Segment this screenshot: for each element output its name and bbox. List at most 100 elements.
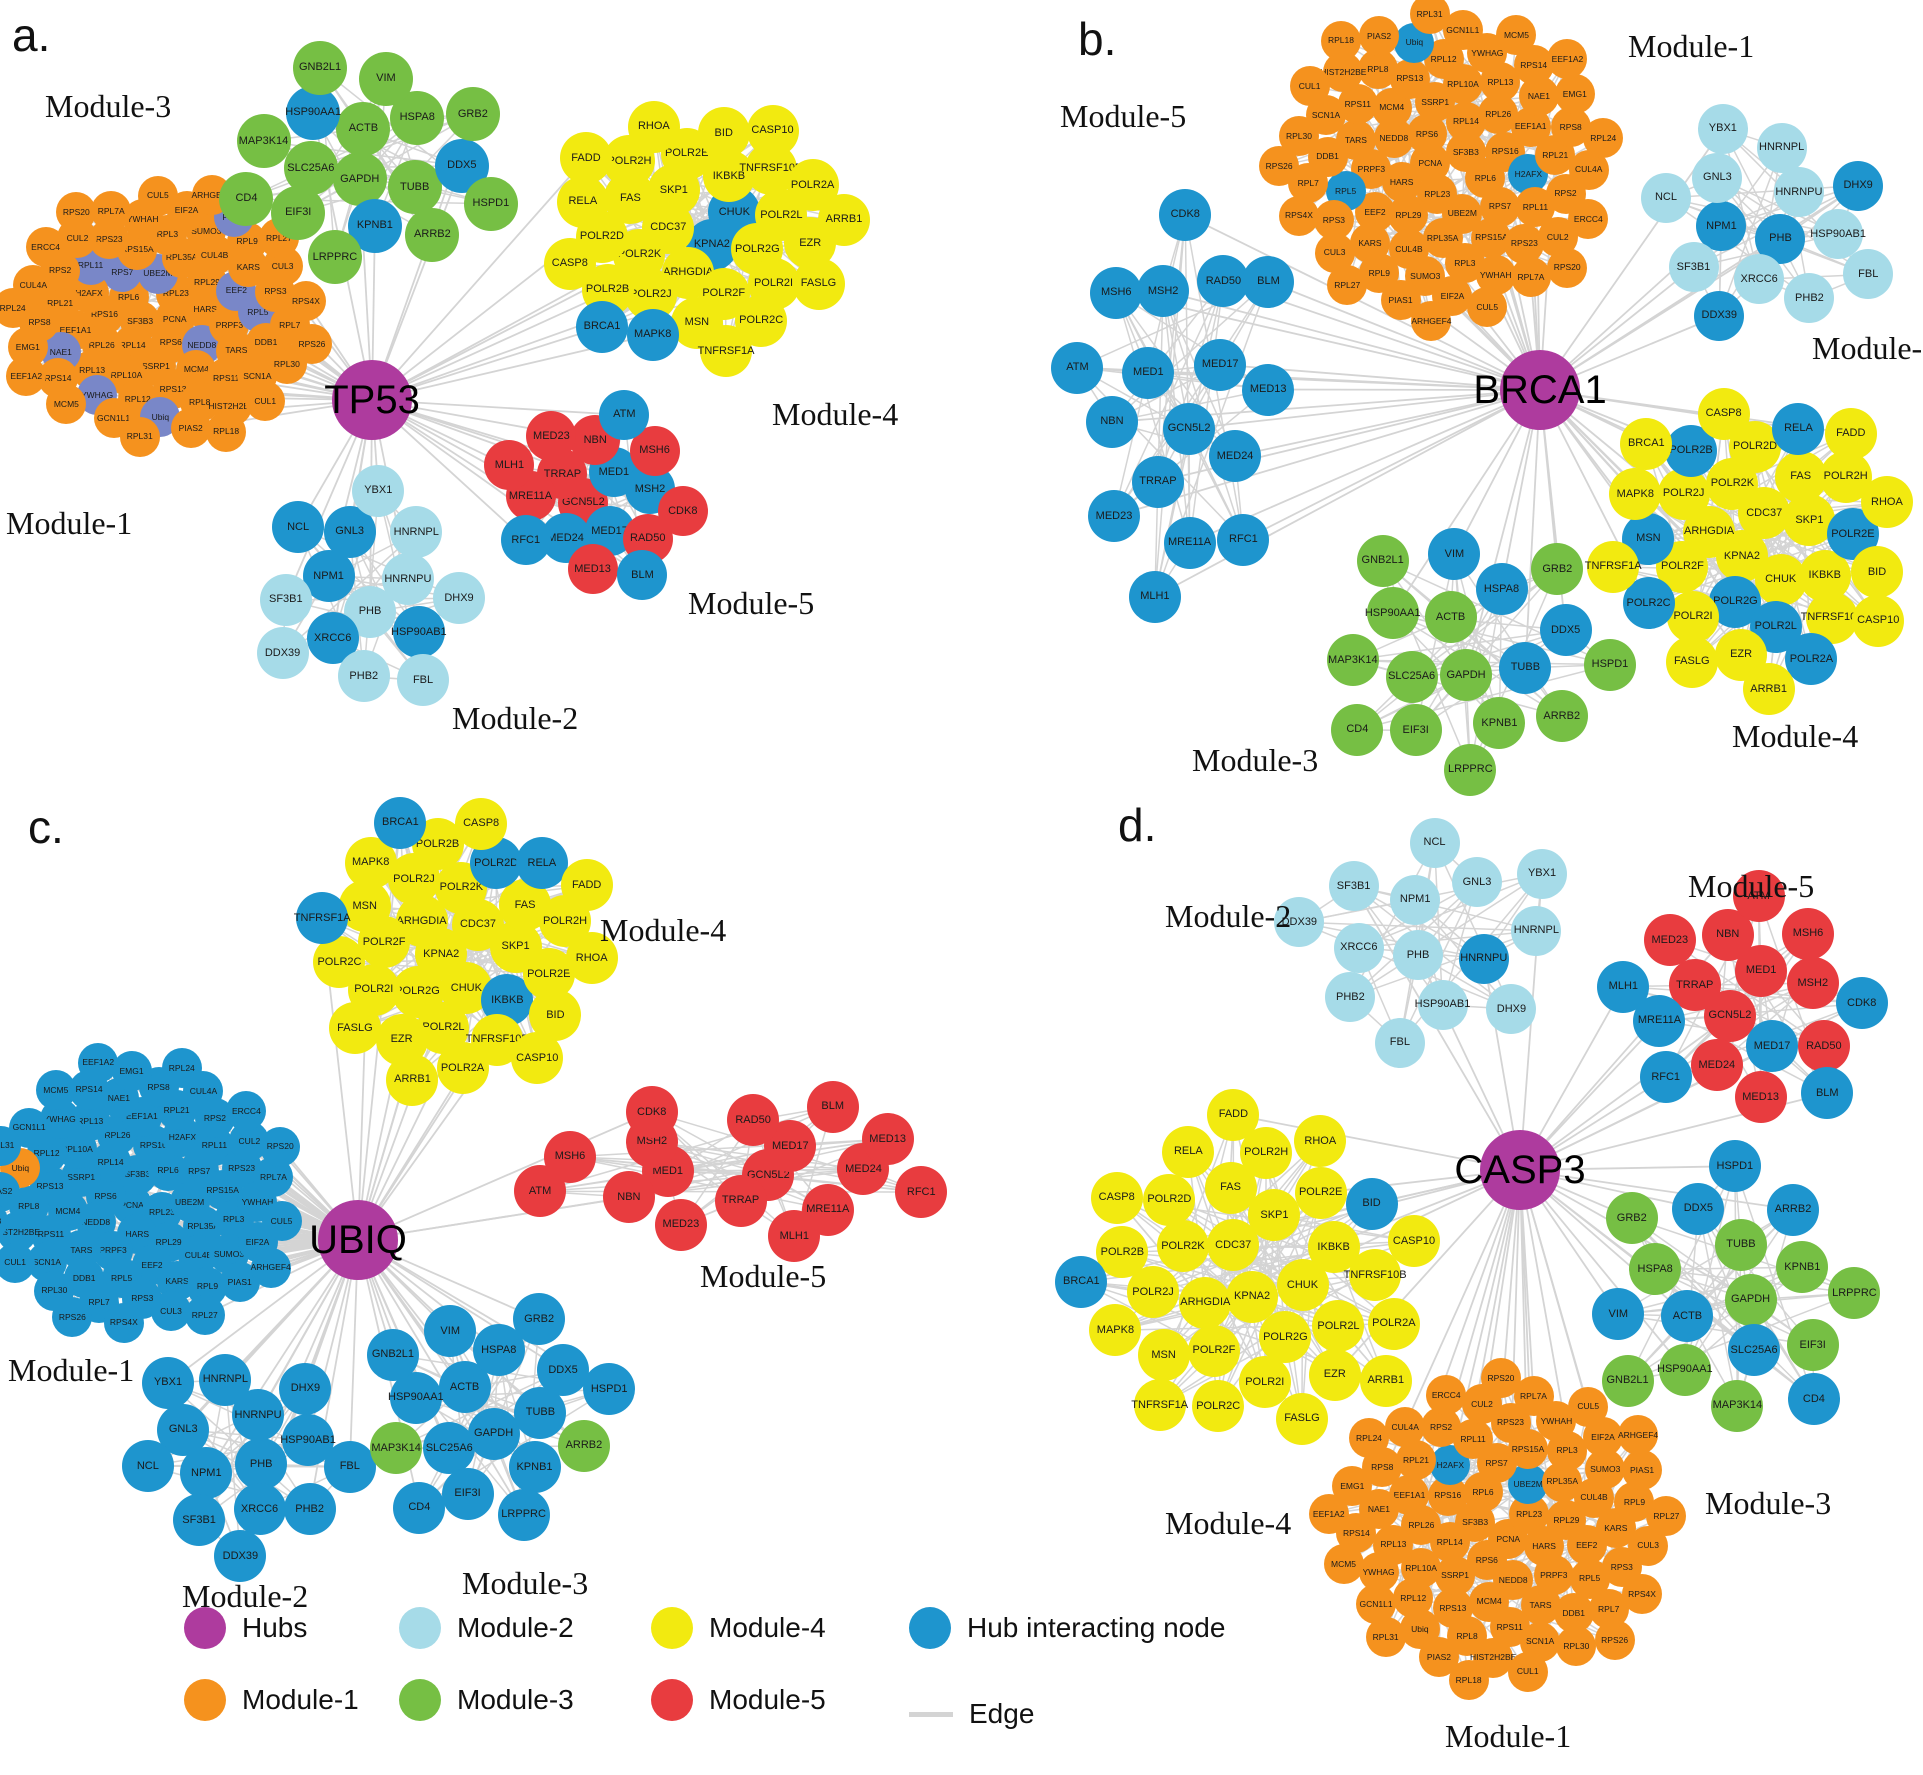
gene-node[interactable]: RELA (1772, 402, 1825, 455)
gene-node[interactable]: GNB2L1 (293, 40, 348, 95)
gene-node[interactable]: VIM (1428, 528, 1481, 581)
gene-node[interactable]: DDX5 (1672, 1182, 1725, 1235)
gene-node[interactable]: BLM (1242, 255, 1295, 308)
gene-node[interactable]: CDK8 (625, 1086, 678, 1139)
hub-node[interactable]: TP53 (324, 360, 420, 440)
gene-node[interactable]: ACTB (1424, 591, 1477, 644)
gene-node[interactable]: RPS26 (291, 324, 332, 365)
gene-node[interactable]: HNRNPU (1458, 933, 1509, 984)
gene-node[interactable]: CUL5 (1568, 1386, 1609, 1427)
gene-node[interactable]: MLH1 (1597, 960, 1650, 1013)
gene-node[interactable]: FASLG (328, 1002, 381, 1055)
gene-node[interactable]: PHB2 (283, 1483, 336, 1536)
gene-node[interactable]: FBL (323, 1440, 376, 1493)
gene-node[interactable]: RHOA (627, 100, 680, 153)
gene-node[interactable]: ERCC4 (25, 226, 66, 267)
gene-node[interactable]: RPL27 (184, 1295, 225, 1336)
gene-node[interactable]: FADD (559, 132, 612, 185)
gene-node[interactable]: PHB2 (337, 650, 390, 703)
gene-node[interactable]: POLR2F (1187, 1324, 1240, 1377)
gene-node[interactable]: ARHGEF4 (251, 1247, 291, 1288)
gene-node[interactable]: YBX1 (1517, 848, 1568, 899)
gene-node[interactable]: MED13 (861, 1113, 914, 1166)
gene-node[interactable]: TUBB (1714, 1218, 1767, 1271)
hub-node[interactable]: CASP3 (1454, 1130, 1586, 1210)
gene-node[interactable]: MSH2 (1786, 957, 1839, 1010)
gene-node[interactable]: HNRNPU (381, 553, 434, 606)
gene-node[interactable]: ERCC4 (226, 1091, 267, 1132)
gene-node[interactable]: DDX5 (537, 1344, 590, 1397)
gene-node[interactable]: FAS (1774, 450, 1827, 503)
gene-node[interactable]: TNFRSF1A (698, 325, 754, 377)
gene-node[interactable]: FADD (1824, 407, 1877, 460)
gene-node[interactable]: BID (1345, 1177, 1398, 1230)
gene-node[interactable]: TRRAP (714, 1174, 767, 1227)
gene-node[interactable]: EMG1 (1554, 73, 1595, 114)
gene-node[interactable]: EIF3I (1389, 704, 1442, 757)
gene-node[interactable]: FADD (1207, 1088, 1260, 1141)
gene-node[interactable]: FASLG (1665, 635, 1718, 688)
gene-node[interactable]: RPL24 (1583, 117, 1624, 158)
gene-node[interactable]: MED17 (1746, 1020, 1799, 1073)
gene-node[interactable]: CDK8 (657, 486, 708, 537)
gene-node[interactable]: PHB (235, 1438, 288, 1491)
gene-node[interactable]: MED13 (567, 544, 618, 595)
gene-node[interactable]: CD4 (1331, 703, 1384, 756)
gene-node[interactable]: GNB2L1 (366, 1328, 419, 1381)
gene-node[interactable]: HSP90AA1 (1365, 587, 1420, 640)
gene-node[interactable]: MED23 (1643, 914, 1696, 967)
gene-node[interactable]: CASP10 (746, 104, 799, 157)
gene-node[interactable]: ARRB2 (1767, 1183, 1819, 1236)
gene-node[interactable]: DHX9 (1833, 160, 1884, 211)
gene-node[interactable]: POLR2K (1156, 1220, 1209, 1273)
gene-node[interactable]: CUL1 (1507, 1651, 1548, 1692)
gene-node[interactable]: ARRB1 (1359, 1354, 1412, 1407)
gene-node[interactable]: CASP8 (543, 237, 596, 290)
gene-node[interactable]: POLR2A (436, 1042, 489, 1095)
gene-node[interactable]: BID (697, 107, 750, 160)
gene-node[interactable]: POLR2A (1367, 1297, 1420, 1350)
gene-node[interactable]: MCM5 (35, 1070, 76, 1111)
gene-node[interactable]: RELA (1162, 1125, 1215, 1178)
gene-node[interactable]: NBN (1085, 395, 1138, 448)
gene-node[interactable]: DDX39 (256, 627, 309, 680)
gene-node[interactable]: MCM5 (1323, 1544, 1364, 1585)
gene-node[interactable]: GRB2 (445, 87, 500, 142)
gene-node[interactable]: BRCA1 (1055, 1255, 1108, 1308)
gene-node[interactable]: RPS4X (1622, 1574, 1662, 1615)
gene-node[interactable]: CD4 (393, 1481, 446, 1534)
gene-node[interactable]: RFC1 (500, 515, 551, 566)
gene-node[interactable]: VIM (358, 51, 413, 106)
gene-node[interactable]: PIAS1 (1622, 1449, 1663, 1490)
gene-node[interactable]: ARRB1 (1742, 663, 1795, 716)
gene-node[interactable]: FASLG (792, 257, 845, 310)
gene-node[interactable]: MED13 (1242, 363, 1295, 416)
gene-node[interactable]: TUBB (387, 160, 442, 215)
gene-node[interactable]: CUL5 (1467, 286, 1508, 327)
gene-node[interactable]: EIF3I (441, 1467, 494, 1520)
gene-node[interactable]: SF3B1 (1328, 861, 1379, 912)
gene-node[interactable]: HSPD1 (1708, 1140, 1761, 1193)
gene-node[interactable]: NBN (602, 1171, 655, 1224)
gene-node[interactable]: YBX1 (1697, 103, 1748, 154)
gene-node[interactable]: MSH2 (1137, 265, 1190, 318)
gene-node[interactable]: MSH6 (1090, 266, 1143, 319)
gene-node[interactable]: BRCA1 (576, 300, 628, 353)
gene-node[interactable]: KPNB1 (508, 1441, 561, 1494)
gene-node[interactable]: POLR2D (1143, 1173, 1196, 1226)
gene-node[interactable]: TNFRSF1A (1131, 1379, 1188, 1432)
gene-node[interactable]: MAP3K14 (1711, 1379, 1764, 1432)
gene-node[interactable]: RPL7A (1510, 256, 1551, 297)
gene-node[interactable]: MAP3K14 (236, 114, 291, 169)
gene-node[interactable]: MED1 (1122, 346, 1175, 399)
gene-node[interactable]: RPL24 (161, 1047, 202, 1088)
gene-node[interactable]: CD4 (219, 171, 274, 226)
gene-node[interactable]: EIF3I (1786, 1319, 1839, 1372)
gene-node[interactable]: GRB2 (1605, 1192, 1658, 1245)
gene-node[interactable]: RPL24 (1349, 1418, 1390, 1459)
gene-node[interactable]: DDX5 (1539, 604, 1592, 657)
gene-node[interactable]: BRCA1 (374, 796, 427, 849)
gene-node[interactable]: POLR2C (1192, 1380, 1245, 1433)
gene-node[interactable]: RFC1 (895, 1166, 948, 1219)
gene-node[interactable]: NCL (121, 1440, 174, 1493)
